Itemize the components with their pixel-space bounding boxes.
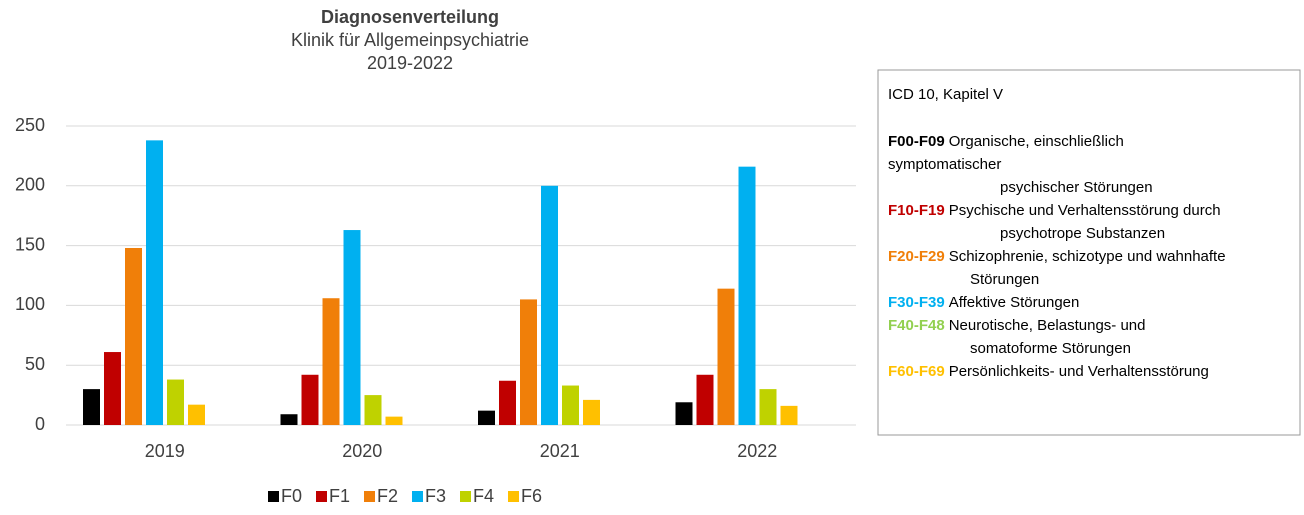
bar (343, 230, 361, 425)
bar (738, 166, 756, 425)
info-code: F40-F48 (888, 317, 945, 334)
legend-label: F0 (281, 486, 302, 506)
info-code: F00-F09 (888, 133, 945, 150)
y-tick-label: 200 (15, 175, 45, 195)
legend-label: F1 (329, 486, 350, 506)
legend-swatch (460, 491, 471, 502)
bar (301, 374, 319, 425)
y-tick-label: 150 (15, 234, 45, 254)
info-line: psychischer Störungen (1000, 179, 1153, 196)
bar (717, 288, 735, 425)
info-text: Persönlichkeits- und Verhaltensstörung (949, 363, 1209, 380)
legend-label: F3 (425, 486, 446, 506)
bar (385, 416, 403, 425)
info-line: F30-F39 Affektive Störungen (888, 294, 1079, 311)
info-line: F60-F69 Persönlichkeits- und Verhaltensst… (888, 363, 1209, 380)
info-title: ICD 10, Kapitel V (888, 86, 1003, 103)
y-tick-label: 0 (35, 414, 45, 434)
chart-title: Diagnosenverteilung (321, 7, 499, 27)
info-code: F20-F29 (888, 248, 945, 265)
info-text: Psychische und Verhaltensstörung durch (949, 202, 1221, 219)
bar (583, 399, 600, 425)
chart-subtitle: 2019-2022 (367, 53, 453, 73)
bar (188, 404, 205, 425)
bar (280, 414, 298, 425)
x-tick-label: 2022 (737, 441, 777, 461)
info-line: symptomatischer (888, 156, 1001, 173)
legend-swatch (412, 491, 423, 502)
x-tick-label: 2019 (145, 441, 185, 461)
info-line: F00-F09 Organische, einschließlich (888, 133, 1124, 150)
bar (478, 410, 495, 425)
chart-subtitle: Klinik für Allgemeinpsychiatrie (291, 30, 529, 50)
info-line: somatoforme Störungen (970, 340, 1131, 357)
info-line: F20-F29 Schizophrenie, schizotype und wah… (888, 248, 1226, 265)
legend-swatch (364, 491, 375, 502)
bar (780, 405, 798, 425)
x-tick-label: 2021 (540, 441, 580, 461)
bar (167, 379, 184, 425)
legend-swatch (316, 491, 327, 502)
info-line: F10-F19 Psychische und Verhaltensstörung … (888, 202, 1221, 219)
bar (104, 352, 121, 425)
y-tick-label: 100 (15, 294, 45, 314)
bar (520, 299, 537, 425)
bar (364, 395, 382, 425)
info-text: Neurotische, Belastungs- und (949, 317, 1146, 334)
legend-swatch (268, 491, 279, 502)
bar (696, 374, 714, 425)
bar (499, 380, 516, 425)
bar (83, 389, 100, 425)
bar (675, 402, 693, 425)
legend-label: F4 (473, 486, 494, 506)
info-line: psychotrope Substanzen (1000, 225, 1165, 242)
info-text: Schizophrenie, schizotype und wahnhafte (949, 248, 1226, 265)
bar (146, 140, 163, 426)
info-text: Affektive Störungen (949, 294, 1080, 311)
legend-label: F2 (377, 486, 398, 506)
info-code: F10-F19 (888, 202, 945, 219)
x-tick-label: 2020 (342, 441, 382, 461)
bar (322, 298, 340, 425)
info-line: F40-F48 Neurotische, Belastungs- und (888, 317, 1145, 334)
info-text: Organische, einschließlich (949, 133, 1124, 150)
info-code: F30-F39 (888, 294, 945, 311)
info-line: Störungen (970, 271, 1039, 288)
legend-swatch (508, 491, 519, 502)
y-tick-label: 250 (15, 115, 45, 135)
bar (125, 247, 142, 425)
legend-label: F6 (521, 486, 542, 506)
bar (759, 389, 777, 425)
info-code: F60-F69 (888, 363, 945, 380)
bar (541, 185, 558, 425)
bar (562, 385, 579, 425)
info-box (877, 69, 1301, 436)
y-tick-label: 50 (25, 354, 45, 374)
